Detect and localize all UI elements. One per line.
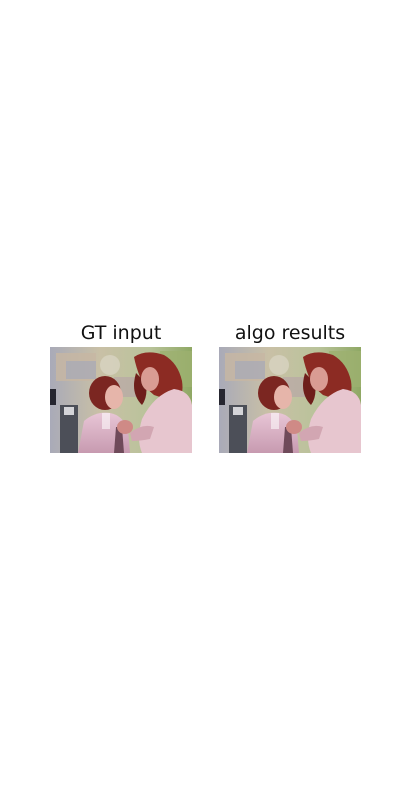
algo-results-photo xyxy=(219,347,361,453)
panel-title: GT input xyxy=(80,322,162,344)
panel-title: algo results xyxy=(234,322,346,344)
gt-input-photo xyxy=(50,347,192,453)
